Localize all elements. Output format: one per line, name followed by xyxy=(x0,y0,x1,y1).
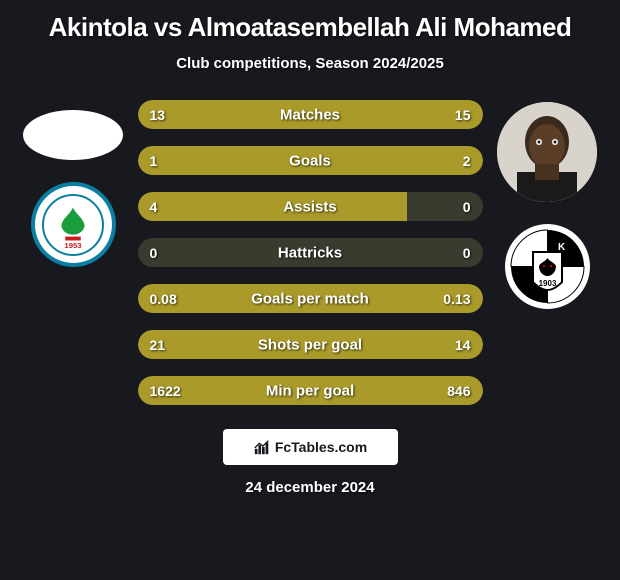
rizespor-crest-icon: 1953 xyxy=(44,196,102,254)
avatar-placeholder-icon xyxy=(23,110,123,160)
stat-row: Matches 13 15 xyxy=(138,100,483,129)
stat-value-left: 0 xyxy=(150,245,158,261)
left-column: 1953 xyxy=(21,100,126,267)
club-badge-left: 1953 xyxy=(31,182,116,267)
club-badge-right: B J K 1903 xyxy=(505,224,590,309)
stat-value-right: 846 xyxy=(447,383,470,399)
stats-column: Matches 13 15 Goals 1 2 Assists 4 0 Hattricks 0 0 Go… xyxy=(138,100,483,405)
stat-label: Matches xyxy=(280,106,340,123)
stat-label: Hattricks xyxy=(278,244,342,261)
stat-row: Assists 4 0 xyxy=(138,192,483,221)
stat-row: Goals 1 2 xyxy=(138,146,483,175)
footer-date: 24 december 2024 xyxy=(245,479,374,496)
player-avatar-left xyxy=(23,102,123,160)
svg-text:K: K xyxy=(558,242,566,253)
player-avatar-right xyxy=(497,102,597,202)
brand-text: FcTables.com xyxy=(275,439,367,455)
comparison-card: Akintola vs Almoatasembellah Ali Mohamed… xyxy=(0,0,620,580)
stat-value-right: 0 xyxy=(463,245,471,261)
stat-row: Goals per match 0.08 0.13 xyxy=(138,284,483,313)
page-subtitle: Club competitions, Season 2024/2025 xyxy=(176,55,444,72)
stat-value-left: 0.08 xyxy=(150,291,177,307)
stat-value-left: 1622 xyxy=(150,383,181,399)
main-row: 1953 Matches1315Goals12Assists40Hattrick… xyxy=(10,100,610,405)
stat-value-left: 13 xyxy=(150,107,166,123)
stat-label: Assists xyxy=(283,198,336,215)
stat-bar-right xyxy=(251,146,482,175)
svg-text:B: B xyxy=(538,242,545,253)
stat-row: Shots per goal 21 14 xyxy=(138,330,483,359)
svg-text:1903: 1903 xyxy=(538,279,556,288)
besiktas-crest-icon: B J K 1903 xyxy=(505,224,590,309)
stat-label: Min per goal xyxy=(266,382,354,399)
stat-value-right: 15 xyxy=(455,107,471,123)
stat-row: Min per goal 1622 846 xyxy=(138,376,483,405)
brand-badge[interactable]: FcTables.com xyxy=(223,429,398,465)
svg-text:J: J xyxy=(549,242,555,253)
right-column: B J K 1903 xyxy=(495,100,600,309)
svg-text:1953: 1953 xyxy=(64,241,82,250)
stat-value-left: 1 xyxy=(150,153,158,169)
page-title: Akintola vs Almoatasembellah Ali Mohamed xyxy=(49,12,572,43)
stat-value-left: 4 xyxy=(150,199,158,215)
stat-value-right: 0 xyxy=(463,199,471,215)
stat-row: Hattricks 0 0 xyxy=(138,238,483,267)
stat-label: Goals xyxy=(289,152,331,169)
stat-bar-left xyxy=(138,192,407,221)
stat-value-right: 0.13 xyxy=(443,291,470,307)
club-badge-left-inner: 1953 xyxy=(42,194,104,256)
stat-value-right: 14 xyxy=(455,337,471,353)
stat-value-left: 21 xyxy=(150,337,166,353)
stat-value-right: 2 xyxy=(463,153,471,169)
stat-label: Shots per goal xyxy=(258,336,362,353)
brand-logo-icon xyxy=(253,438,271,456)
stat-label: Goals per match xyxy=(251,290,369,307)
player-portrait-icon xyxy=(497,102,597,202)
